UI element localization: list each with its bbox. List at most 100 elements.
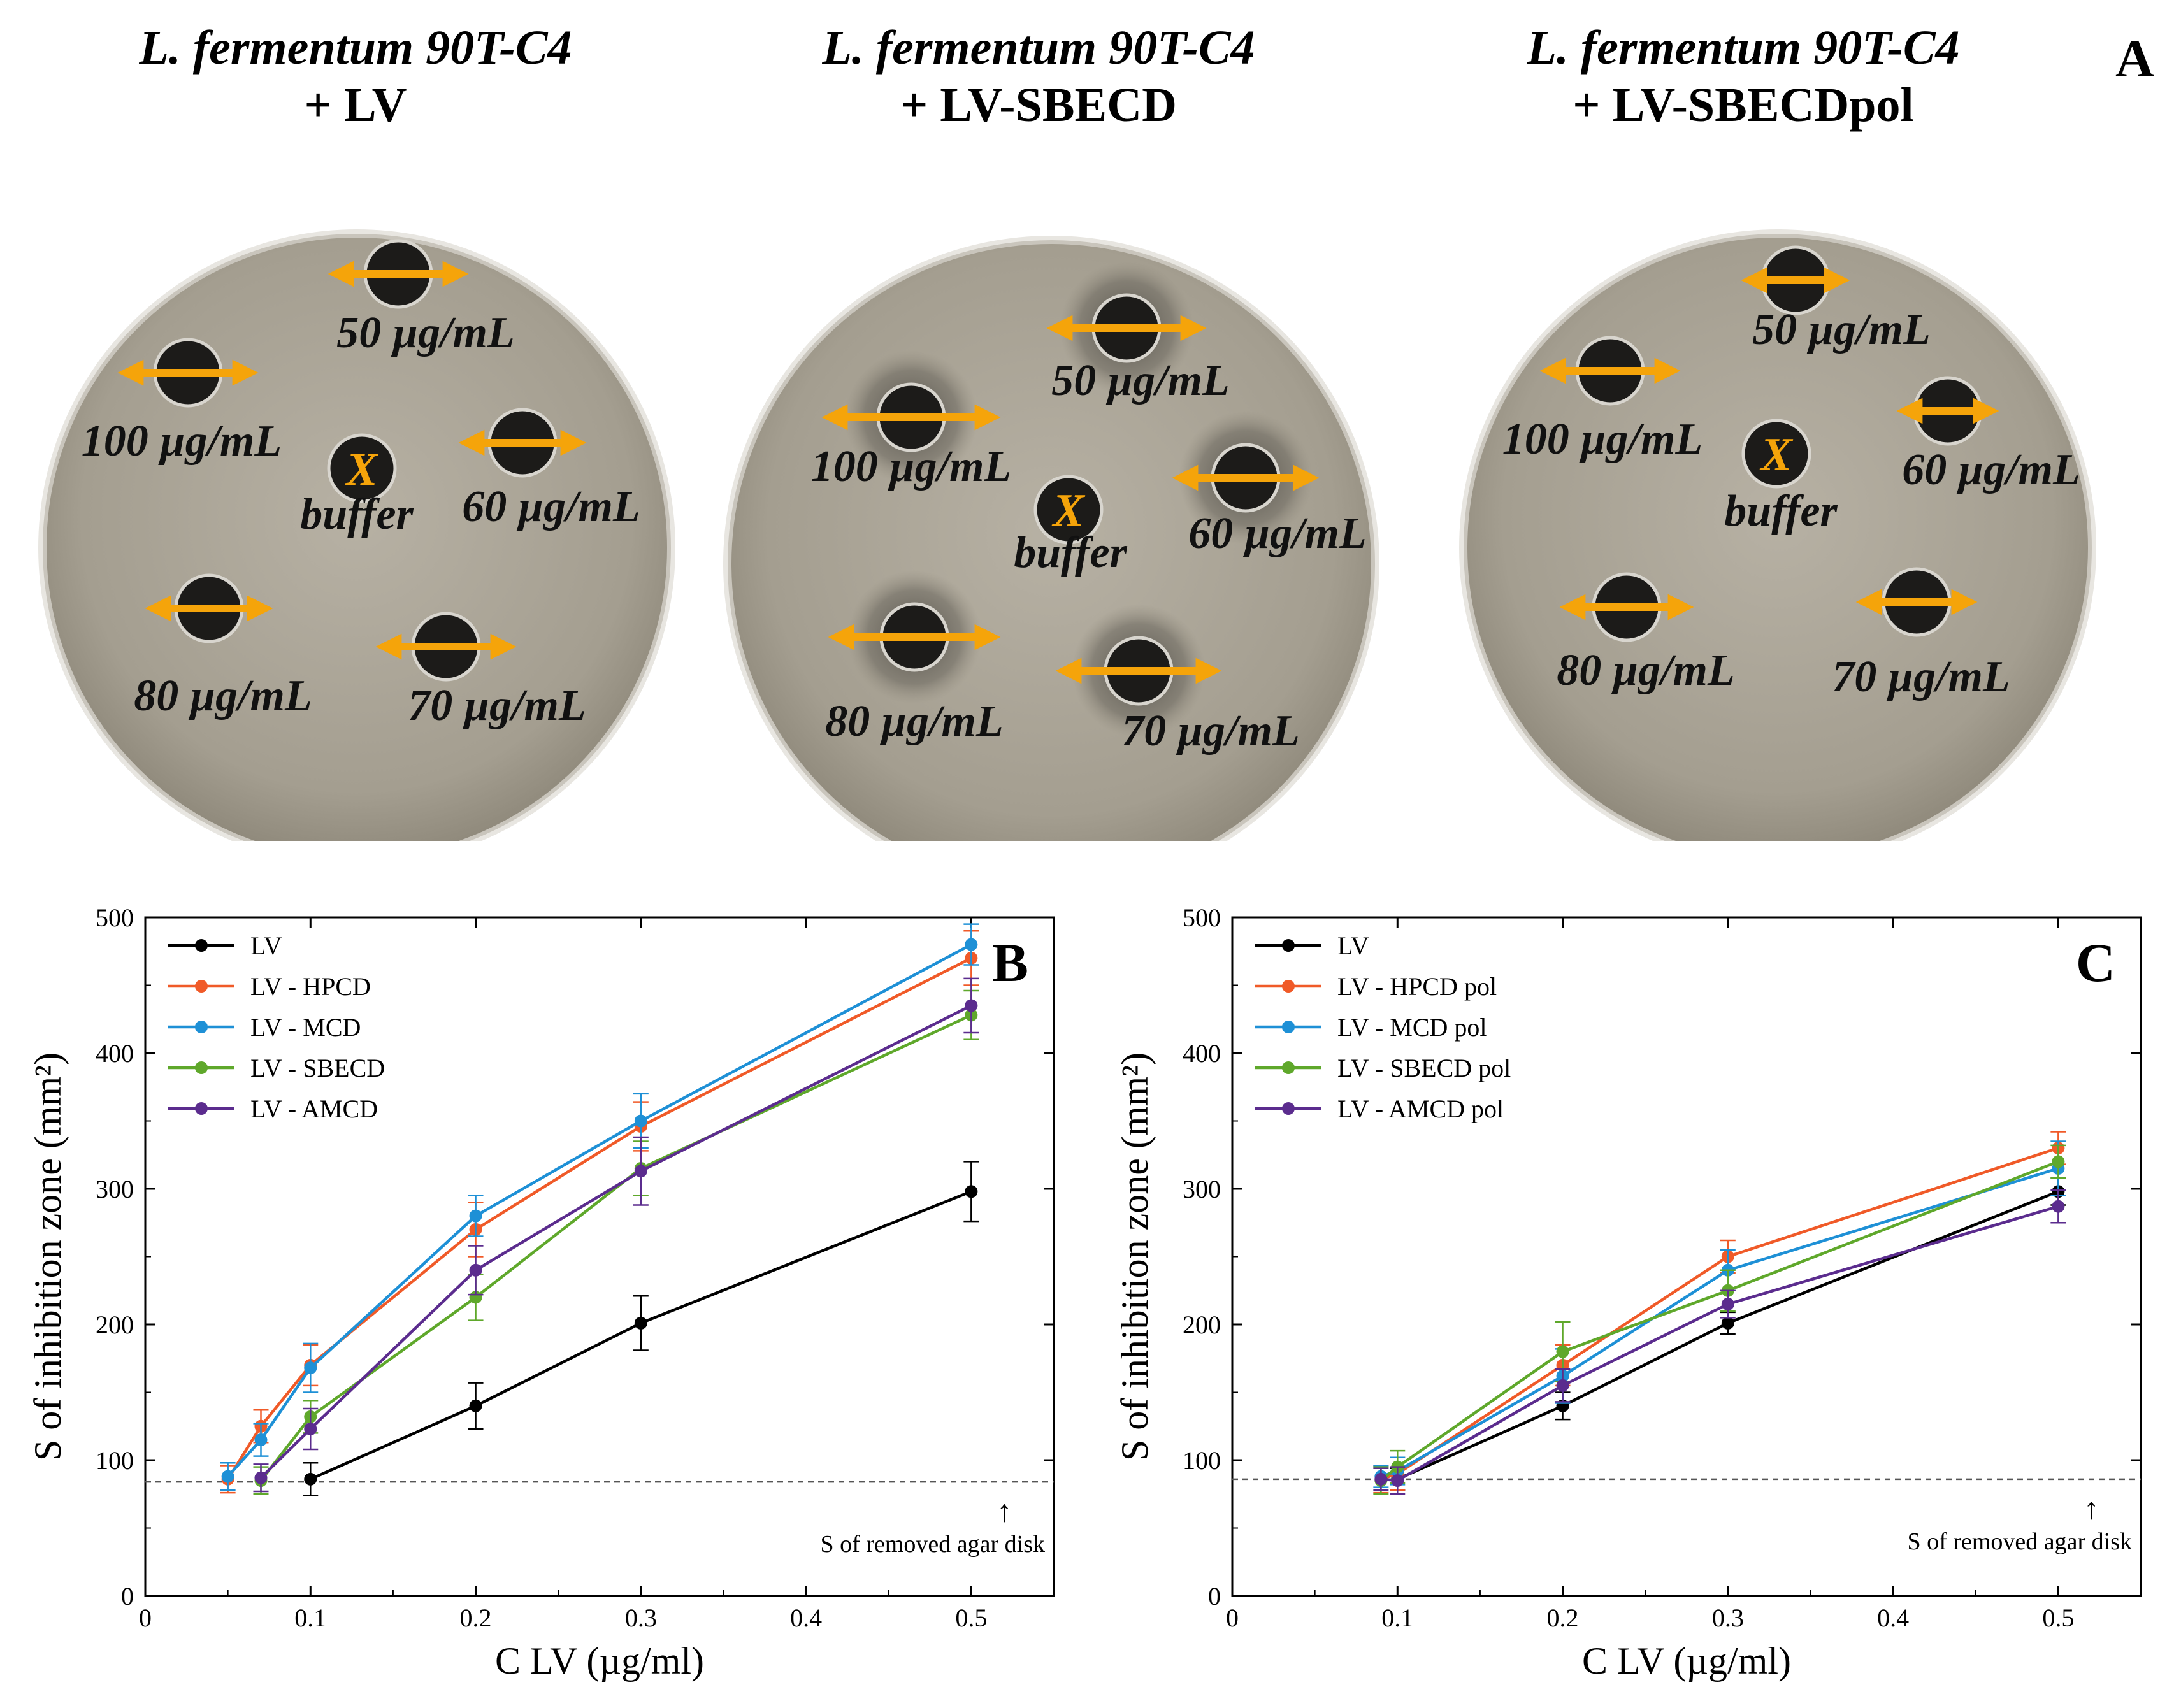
reference-arrow: ↑: [2084, 1492, 2099, 1526]
plate-treatment: + LV: [304, 78, 407, 132]
data-point: [1556, 1345, 1569, 1358]
legend-marker: [1282, 980, 1295, 993]
data-point: [304, 1423, 317, 1436]
series-lv-amcd-pol: [1373, 1189, 2066, 1495]
well-concentration-label: 60 µg/mL: [1188, 509, 1367, 558]
legend-marker: [195, 1021, 208, 1033]
y-tick-label: 0: [121, 1582, 134, 1611]
data-point: [469, 1399, 482, 1412]
y-tick-label: 300: [96, 1175, 134, 1203]
legend-label: LV - AMCD pol: [1337, 1094, 1504, 1123]
plate-treatment: + LV-SBECDpol: [1573, 78, 1914, 132]
legend-label: LV - MCD pol: [1337, 1013, 1487, 1042]
y-tick-label: 500: [96, 903, 134, 932]
well-concentration-label: 50 µg/mL: [1051, 356, 1230, 405]
series-lv: [1390, 1177, 2066, 1491]
buffer-well: [327, 433, 397, 503]
data-point: [965, 999, 978, 1012]
petri-dish: 50 µg/mL 100 µg/mL 60 µg/mL 80 µg/mL 70 µg/m…: [1459, 229, 2096, 841]
legend-label: LV: [250, 931, 282, 960]
chart-b-svg: 0 100 200 300 400 500 0 0.1 0.2 0.3 0.4 0.5 C LV (µg…: [27, 903, 1055, 1682]
y-tick-label: 200: [96, 1310, 134, 1339]
panel-letter: C: [2076, 932, 2115, 993]
x-tick-label: 0.1: [294, 1604, 326, 1632]
data-point: [634, 1114, 647, 1128]
buffer-x-mark: X: [1759, 429, 1793, 481]
y-tick-label: 0: [1208, 1582, 1221, 1611]
x-tick-label: 0.4: [790, 1604, 822, 1632]
x-tick-label: 0.2: [460, 1604, 492, 1632]
petri-dishes: 50 µg/mL 100 µg/mL 60 µg/mL 80 µg/mL 70 µg/m…: [38, 229, 2096, 841]
series-line: [226, 956, 972, 1481]
y-axis-label: S of inhibition zone (mm²): [1114, 1052, 1156, 1461]
series-lv-sbecd-pol: [1373, 1144, 2066, 1495]
data-point: [254, 1471, 268, 1484]
well-concentration-label: 70 µg/mL: [1832, 652, 2010, 701]
series-line: [1381, 1205, 2059, 1482]
well-concentration-label: 50 µg/mL: [336, 308, 515, 357]
legend-label: LV - HPCD: [250, 972, 371, 1001]
data-point: [1721, 1298, 1734, 1311]
legend-marker: [195, 980, 208, 993]
plate-strain: L. fermentum 90T-C4: [139, 21, 572, 75]
plate-title-2: L. fermentum 90T-C4 + LV-SBECD: [720, 19, 1357, 134]
legend-label: LV: [1337, 931, 1369, 960]
x-tick-label: 0: [1226, 1604, 1239, 1632]
data-point: [634, 1165, 647, 1178]
data-point: [254, 1433, 268, 1447]
series-lv: [303, 1161, 979, 1496]
legend-label: LV - AMCD: [250, 1094, 378, 1123]
x-tick-label: 0.1: [1381, 1604, 1413, 1632]
x-tick-label: 0.5: [955, 1604, 987, 1632]
y-tick-label: 100: [1183, 1446, 1221, 1475]
buffer-x-mark: X: [345, 443, 378, 496]
chart-b: 0 100 200 300 400 500 0 0.1 0.2 0.3 0.4 0.5 C LV (µg…: [0, 879, 1087, 1705]
well-concentration-label: 50 µg/mL: [1752, 305, 1931, 354]
reference-label: S of removed agar disk: [1908, 1528, 2132, 1555]
x-axis-label: C LV (µg/ml): [495, 1640, 704, 1682]
buffer-label: buffer: [1724, 487, 1838, 536]
legend-marker: [195, 1102, 208, 1115]
y-tick-label: 400: [96, 1039, 134, 1068]
x-axis-label: C LV (µg/ml): [1582, 1640, 1791, 1682]
legend-label: LV - MCD: [250, 1013, 361, 1042]
plate-title-1: L. fermentum 90T-C4 + LV: [37, 19, 674, 134]
series-lv-hpcd-pol: [1373, 1131, 2066, 1494]
legend-marker: [1282, 1061, 1295, 1074]
plate-strain: L. fermentum 90T-C4: [1527, 21, 1960, 75]
series-line: [1380, 1146, 2059, 1481]
series-lv-amcd: [253, 977, 979, 1493]
petri-dish: 50 µg/mL 100 µg/mL 60 µg/mL 80 µg/mL 70 µg/m…: [38, 229, 675, 841]
legend-marker: [1282, 939, 1295, 952]
panel-a: L. fermentum 90T-C4 + LV L. fermentum 90…: [0, 0, 2174, 841]
chart-c-svg: 0 100 200 300 400 500 0 0.1 0.2 0.3 0.4 0.5 C LV (µg…: [1114, 903, 2142, 1682]
x-tick-label: 0.4: [1877, 1604, 1909, 1632]
legend-label: LV - SBECD pol: [1337, 1054, 1511, 1082]
data-point: [1391, 1474, 1404, 1487]
legend-label: LV - HPCD pol: [1337, 972, 1497, 1001]
well-concentration-label: 60 µg/mL: [462, 482, 640, 531]
data-point: [2052, 1200, 2065, 1213]
well-concentration-label: 60 µg/mL: [1902, 445, 2080, 494]
chart-c: 0 100 200 300 400 500 0 0.1 0.2 0.3 0.4 0.5 C LV (µg…: [1087, 879, 2174, 1705]
reference-arrow: ↑: [997, 1495, 1012, 1528]
data-point: [1374, 1472, 1388, 1486]
data-point: [965, 938, 978, 951]
y-tick-label: 200: [1183, 1310, 1221, 1339]
well-concentration-label: 100 µg/mL: [1502, 415, 1703, 464]
buffer-x-mark: X: [1051, 485, 1085, 537]
data-point: [469, 1209, 482, 1223]
legend-label: LV - SBECD: [250, 1054, 385, 1082]
buffer-well: [1741, 419, 1811, 489]
series-line: [310, 1190, 972, 1481]
plate-strain: L. fermentum 90T-C4: [822, 21, 1255, 75]
data-point: [634, 1316, 647, 1330]
data-point: [221, 1470, 234, 1483]
plate-title-3: L. fermentum 90T-C4 + LV-SBECDpol: [1425, 19, 2062, 134]
data-point: [304, 1361, 317, 1375]
well-concentration-label: 70 µg/mL: [408, 681, 586, 730]
well-concentration-label: 70 µg/mL: [1121, 707, 1300, 756]
well-concentration-label: 100 µg/mL: [811, 442, 1012, 491]
y-tick-label: 100: [96, 1446, 134, 1475]
well-concentration-label: 100 µg/mL: [82, 417, 282, 466]
